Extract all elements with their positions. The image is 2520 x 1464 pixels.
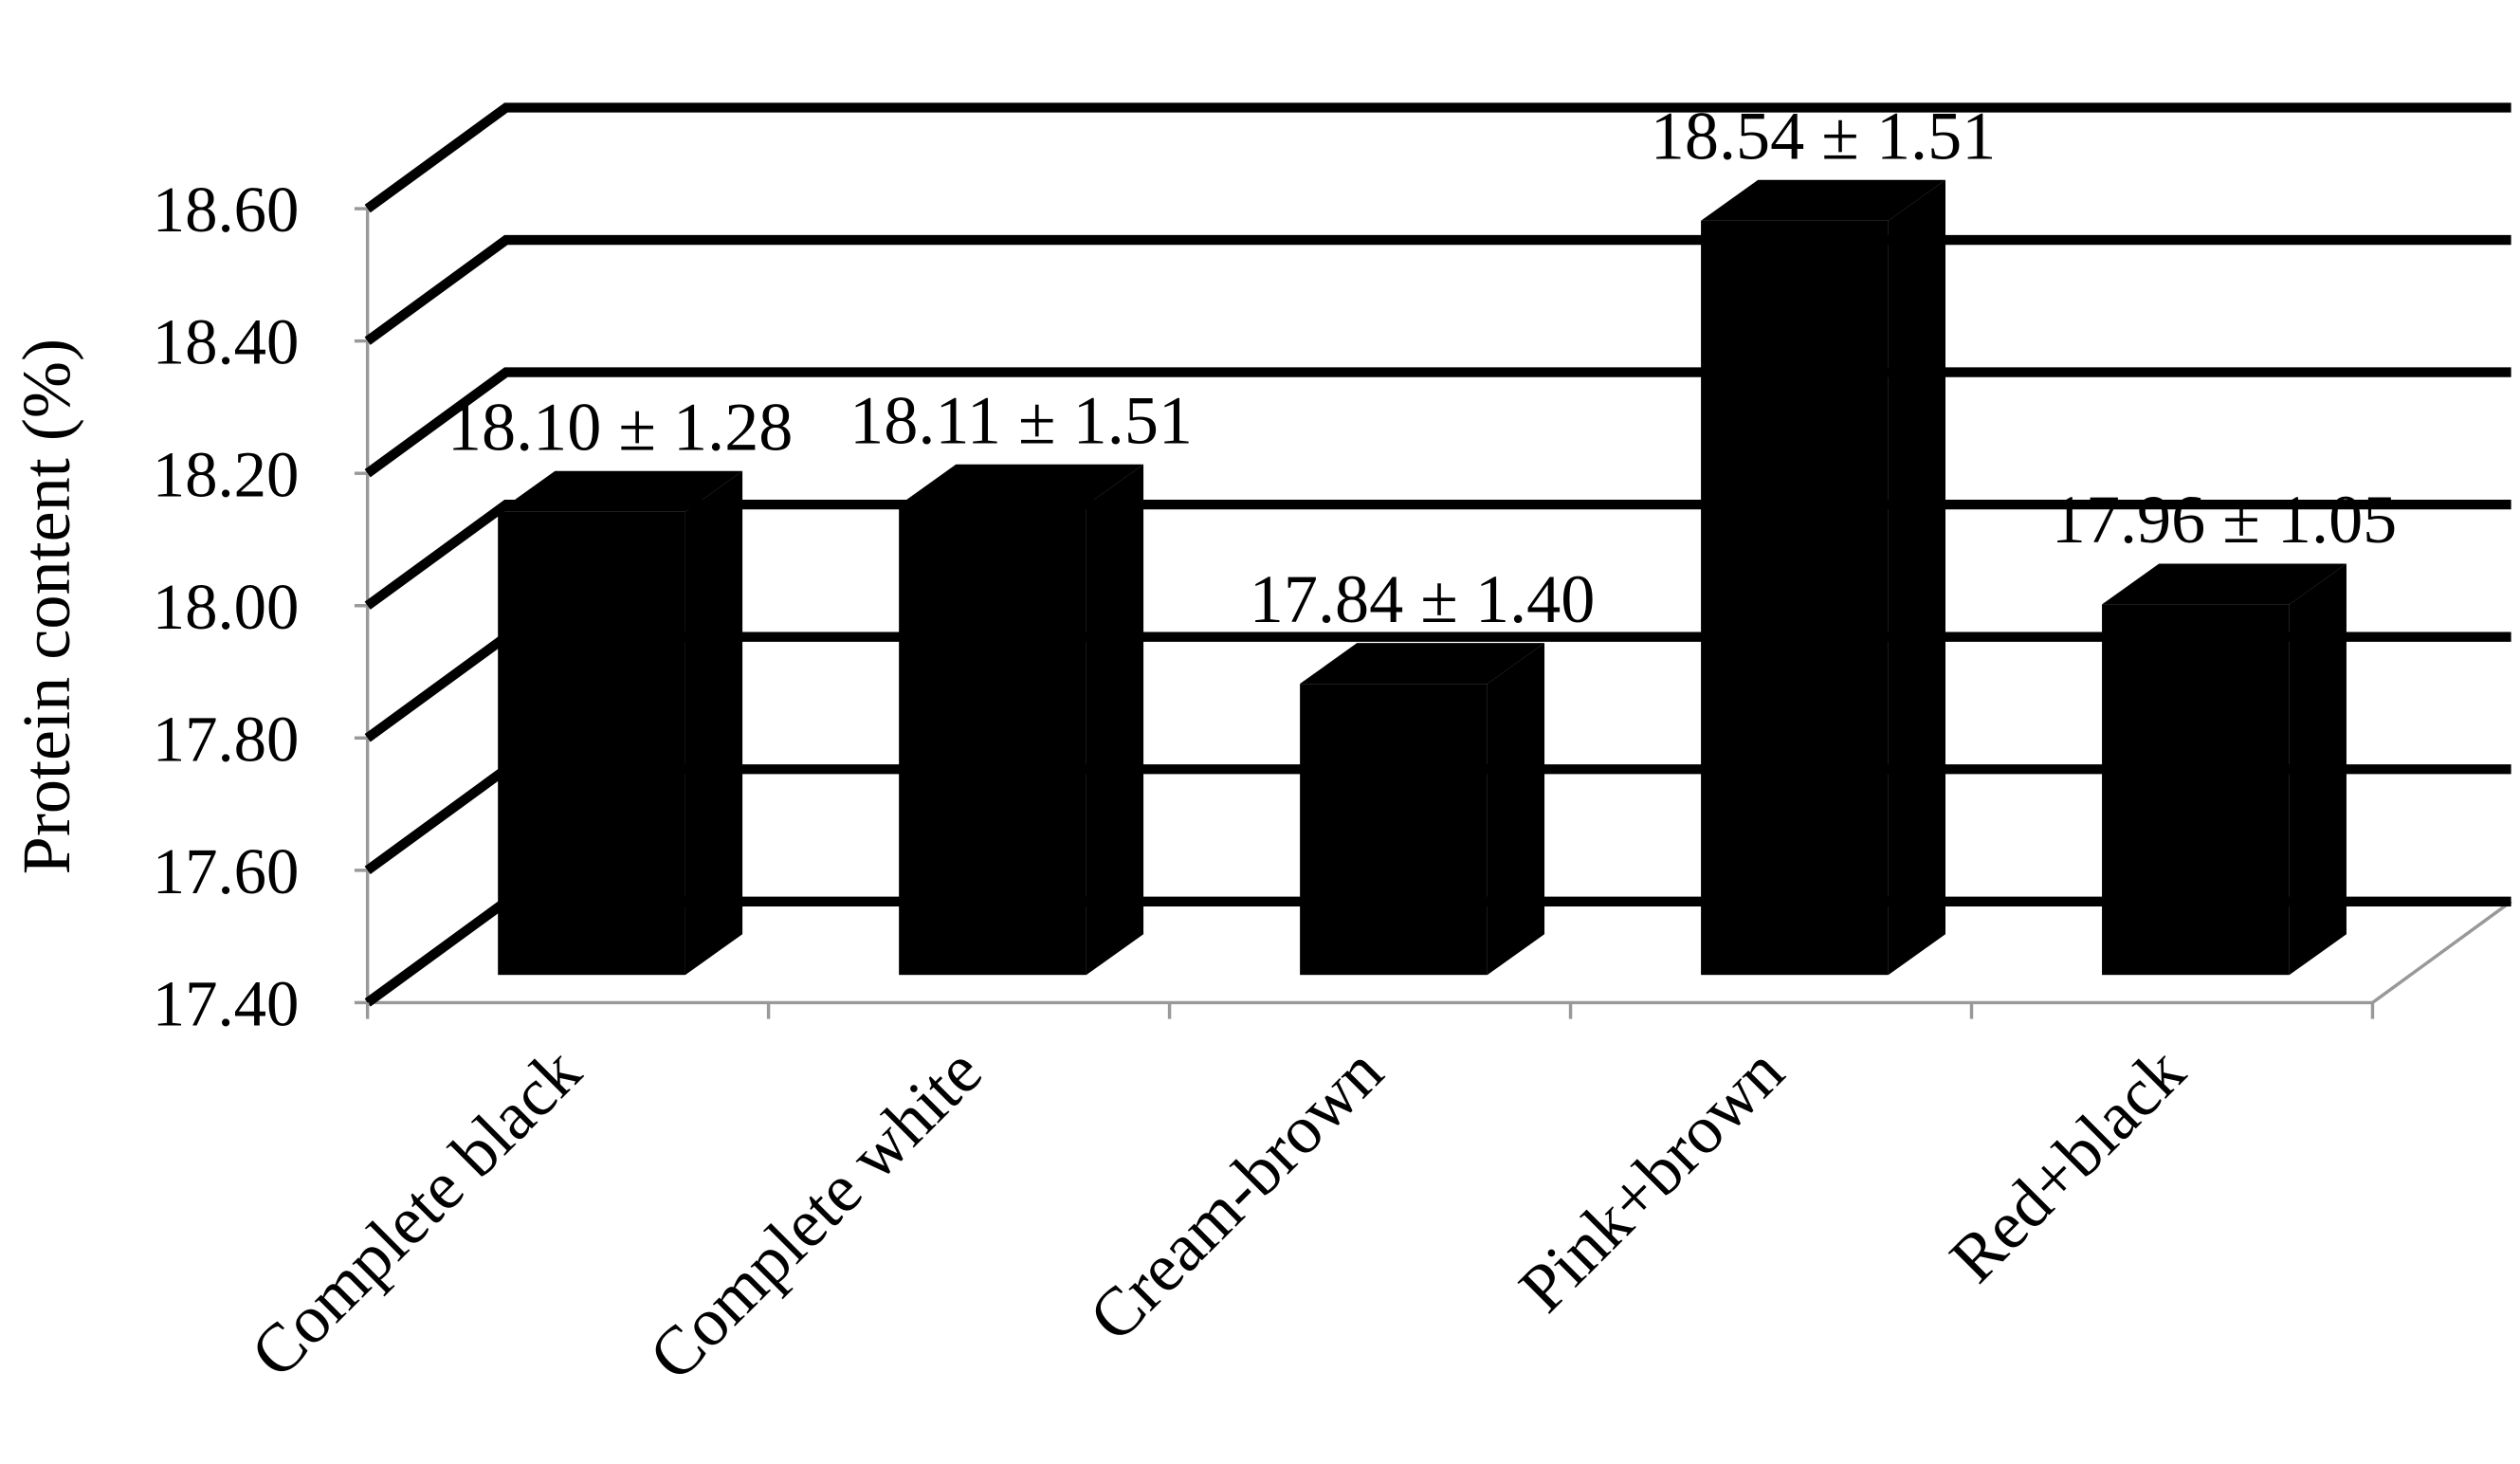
grid-line	[364, 102, 2511, 213]
y-tick-label: 18.60	[153, 174, 300, 246]
y-tick-label: 18.20	[153, 438, 300, 510]
x-tick-label: Red+black	[1935, 1033, 2200, 1297]
value-label: 17.96 ± 1.05	[2052, 482, 2398, 558]
value-label: 18.11 ± 1.51	[849, 382, 1193, 458]
y-axis-title: Protein content (%)	[9, 339, 84, 874]
bar-front	[1300, 684, 1488, 976]
bar-top	[1300, 643, 1545, 685]
bar-top	[2102, 563, 2347, 605]
bar-top	[1701, 179, 1945, 221]
x-tick-label: Pink+brown	[1505, 1034, 1798, 1327]
bar-front	[899, 504, 1087, 976]
y-tick-label: 17.60	[153, 835, 300, 907]
bar-side	[1086, 464, 1144, 976]
bar-top	[899, 464, 1144, 505]
y-tick-label: 18.40	[153, 306, 300, 378]
bar-front	[2102, 604, 2290, 976]
bar-front	[498, 511, 685, 976]
bar-side	[1888, 179, 1945, 976]
bar-side	[2289, 563, 2347, 976]
y-tick-label: 18.00	[153, 571, 300, 643]
value-label: 18.10 ± 1.28	[447, 389, 794, 465]
bar-top	[498, 470, 743, 512]
grid-line	[364, 234, 2511, 345]
bar-side	[1487, 643, 1545, 976]
value-label: 17.84 ± 1.40	[1250, 561, 1596, 637]
value-label: 18.54 ± 1.51	[1651, 98, 1997, 174]
bar-side	[685, 470, 743, 976]
y-tick-label: 17.40	[153, 967, 300, 1039]
bar-front	[1701, 220, 1889, 976]
x-tick-label: Complete black	[236, 1033, 595, 1392]
x-tick-label: Complete white	[634, 1034, 995, 1395]
y-tick-label: 17.80	[153, 703, 300, 775]
x-tick-label: Cream-brown	[1074, 1034, 1397, 1356]
